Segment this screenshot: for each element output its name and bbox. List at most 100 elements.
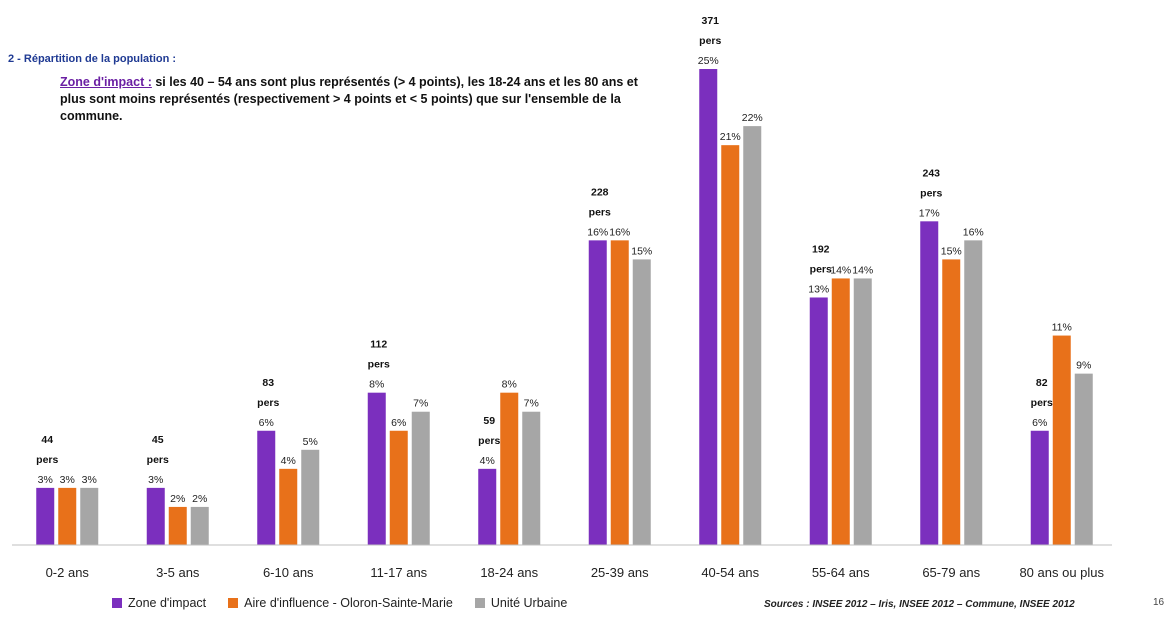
bar-label-s2-c6: 22% — [742, 112, 763, 124]
bar-label-s1-c4: 8% — [502, 379, 517, 391]
category-label-c9: 80 ans ou plus — [1019, 565, 1104, 580]
legend-swatch-unite-urbaine — [474, 598, 485, 608]
bar-s0-c2 — [257, 430, 276, 545]
persons-count-c9: 82 — [1036, 377, 1048, 389]
bar-s1-c3 — [389, 430, 408, 545]
bar-s2-c5 — [632, 259, 651, 545]
bar-label-s2-c1: 2% — [192, 493, 207, 505]
category-label-c3: 11-17 ans — [370, 565, 427, 580]
bar-label-s1-c1: 2% — [170, 493, 185, 505]
bar-label-s0-c9: 6% — [1032, 417, 1047, 429]
bar-s0-c7 — [809, 297, 828, 545]
legend: Zone d'impact Aire d'influence - Oloron-… — [112, 596, 567, 610]
legend-item-zone-impact: Zone d'impact — [112, 596, 206, 610]
bar-s0-c8 — [920, 221, 939, 545]
persons-unit-c4: pers — [478, 435, 500, 447]
persons-count-c7: 192 — [812, 243, 830, 255]
bar-label-s2-c5: 15% — [631, 245, 652, 257]
bar-s2-c4 — [522, 411, 541, 545]
bar-label-s0-c4: 4% — [480, 455, 495, 467]
bar-s2-c1 — [190, 506, 209, 545]
bar-label-s0-c5: 16% — [587, 226, 608, 238]
bar-label-s2-c2: 5% — [303, 436, 318, 448]
bars-layer: 3% 3% 3% 44 pers 0-2 ans 3% 2% 2% 45 pers 3-5 ans 6%… — [36, 15, 1104, 580]
section-title: 2 - Répartition de la population : — [8, 53, 177, 65]
legend-swatch-zone-impact — [112, 598, 122, 608]
intro-paragraph: Zone d'impact : si les 40 – 54 ans sont … — [60, 74, 660, 125]
category-label-c1: 3-5 ans — [156, 565, 200, 580]
bar-label-s1-c6: 21% — [720, 131, 741, 143]
persons-unit-c8: pers — [920, 187, 942, 199]
bar-label-s0-c3: 8% — [369, 379, 384, 391]
bar-label-s1-c2: 4% — [281, 455, 296, 467]
bar-label-s1-c9: 11% — [1052, 322, 1072, 334]
bar-s2-c0 — [80, 487, 99, 545]
bar-label-s2-c0: 3% — [82, 474, 97, 486]
bar-s1-c6 — [721, 145, 740, 545]
bar-label-s0-c2: 6% — [259, 417, 274, 429]
persons-count-c3: 112 — [370, 339, 387, 351]
bar-label-s2-c7: 14% — [852, 264, 873, 276]
bar-s0-c3 — [367, 392, 386, 545]
bar-label-s1-c0: 3% — [60, 474, 75, 486]
legend-item-aire-influence: Aire d'influence - Oloron-Sainte-Marie — [228, 596, 453, 610]
bar-s1-c2 — [279, 468, 298, 545]
persons-count-c4: 59 — [483, 415, 495, 427]
persons-count-c1: 45 — [152, 434, 164, 446]
bar-s1-c0 — [58, 487, 77, 545]
persons-count-c2: 83 — [262, 377, 274, 389]
bar-s1-c1 — [168, 506, 187, 545]
population-bar-chart: 3% 3% 3% 44 pers 0-2 ans 3% 2% 2% 45 pers 3-5 ans 6%… — [12, 15, 1112, 580]
bar-label-s0-c1: 3% — [148, 474, 163, 486]
persons-count-c6: 371 — [701, 15, 719, 27]
bar-label-s1-c8: 15% — [941, 245, 962, 257]
bar-label-s0-c0: 3% — [38, 474, 53, 486]
legend-swatch-aire-influence — [228, 598, 239, 608]
sources-note: Sources : INSEE 2012 – Iris, INSEE 2012 … — [764, 599, 1075, 610]
bar-label-s0-c7: 13% — [808, 283, 829, 295]
bar-s0-c6 — [699, 69, 718, 545]
bar-s2-c9 — [1074, 373, 1093, 545]
bar-s1-c7 — [831, 278, 850, 545]
bar-s0-c1 — [146, 487, 165, 545]
intro-lead: Zone d'impact : — [60, 75, 152, 89]
bar-label-s2-c4: 7% — [524, 398, 539, 410]
bar-s0-c4 — [478, 468, 497, 545]
bar-s1-c9 — [1052, 335, 1071, 545]
category-label-c6: 40-54 ans — [701, 565, 759, 580]
bar-s1-c8 — [942, 259, 961, 545]
category-label-c4: 18-24 ans — [480, 565, 538, 580]
persons-unit-c1: pers — [147, 454, 169, 466]
bar-s0-c9 — [1030, 430, 1049, 545]
bar-s2-c2 — [301, 449, 320, 545]
category-label-c7: 55-64 ans — [812, 565, 870, 580]
legend-item-unite-urbaine: Unité Urbaine — [474, 596, 568, 610]
persons-unit-c3: pers — [368, 359, 390, 371]
bar-s0-c5 — [588, 240, 607, 546]
persons-count-c5: 228 — [591, 186, 609, 198]
bar-label-s0-c6: 25% — [698, 55, 719, 67]
bar-s2-c8 — [964, 240, 983, 546]
persons-unit-c0: pers — [36, 454, 58, 466]
bar-label-s1-c3: 6% — [391, 417, 406, 429]
bar-label-s1-c7: 14% — [830, 264, 851, 276]
legend-label-aire-influence: Aire d'influence - Oloron-Sainte-Marie — [244, 596, 453, 610]
category-label-c2: 6-10 ans — [263, 565, 314, 580]
persons-unit-c7: pers — [810, 263, 832, 275]
persons-count-c0: 44 — [41, 434, 53, 446]
persons-unit-c6: pers — [699, 35, 721, 47]
category-label-c8: 65-79 ans — [922, 565, 980, 580]
bar-label-s0-c8: 17% — [919, 207, 940, 219]
persons-unit-c2: pers — [257, 397, 279, 409]
bar-s1-c4 — [500, 392, 519, 545]
category-label-c0: 0-2 ans — [46, 565, 90, 580]
persons-unit-c5: pers — [589, 206, 611, 218]
bar-s2-c7 — [853, 278, 872, 545]
bar-s2-c3 — [411, 411, 430, 545]
page-number: 16 — [1153, 597, 1165, 608]
bar-s2-c6 — [743, 126, 762, 546]
persons-count-c8: 243 — [922, 167, 940, 179]
bar-s1-c5 — [610, 240, 629, 546]
legend-label-unite-urbaine: Unité Urbaine — [490, 596, 568, 610]
bar-label-s2-c3: 7% — [413, 398, 428, 410]
